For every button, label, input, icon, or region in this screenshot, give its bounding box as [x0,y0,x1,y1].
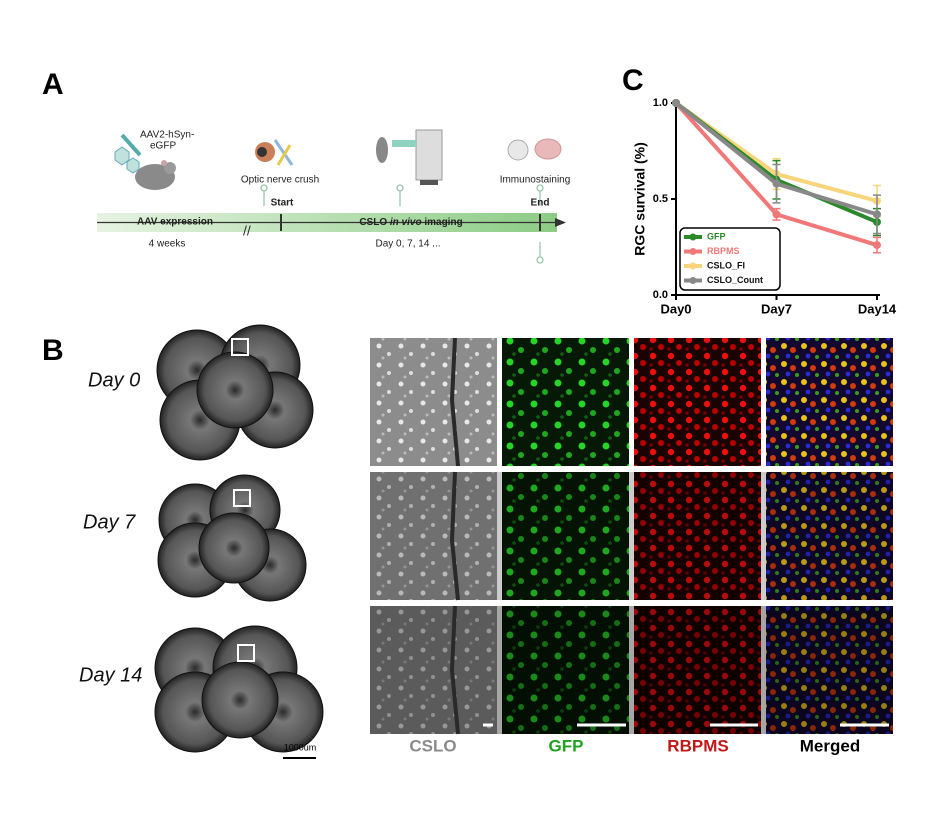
mouse-icon [114,133,176,190]
eye-icon [255,139,294,166]
legend-box [679,227,781,291]
label: AAV2-hSyn- [140,130,194,141]
column-label: Merged [800,736,860,755]
label: CSLO in vivo imaging [359,217,462,228]
point [873,210,881,219]
legend-swatch [689,233,697,241]
legend-label: CSLO_Count [707,275,763,285]
point [772,179,781,188]
column-label: RBPMS [667,736,728,755]
tissue-icon [507,138,562,161]
y-axis-label: RGC survival (%) [632,142,648,256]
legend-label: RBPMS [707,246,740,256]
day-label: Day 0 [88,369,140,391]
label-part: in vivo [390,217,422,228]
pins [260,184,544,264]
break-mark: // [243,223,251,239]
label: 4 weeks [149,239,186,250]
day-label: Day 14 [79,664,142,686]
label-part: imaging [424,217,462,228]
label: End [531,198,550,209]
label: AAV expression [137,217,213,228]
legend-label: GFP [707,231,726,241]
label: Start [271,198,294,209]
mosaics [154,324,324,753]
arrow-head [555,218,566,227]
panel-label: A [42,68,64,101]
point [772,210,781,219]
x-tick-label: Day0 [660,301,691,316]
x-tick-label: Day7 [761,301,792,316]
scale-label: 1000um [284,742,317,752]
x-tick-label: Day14 [858,301,897,316]
cslo-icon [376,129,443,185]
point [873,241,881,250]
label: Immunostaining [500,175,571,186]
legend-label: CSLO_FI [707,260,745,270]
column-label: GFP [549,736,584,755]
legend-swatch [689,277,697,284]
y-tick-label: 1.0 [653,97,668,109]
y-tick-label: 0.0 [653,289,668,301]
legend-swatch [689,248,697,255]
label-part: CSLO [359,217,387,228]
legend-swatch [689,262,697,270]
label: Day 0, 7, 14 ... [375,239,440,250]
y-tick-label: 0.5 [653,193,668,205]
panel-label: B [42,334,64,367]
micrographs [370,337,893,735]
point [672,99,680,107]
day-label: Day 7 [83,511,136,533]
timeline: // AAV2-hSyn- eGFP Optic nerve crush Imm… [97,129,571,264]
panel-label: C [622,64,644,97]
label: Optic nerve crush [241,175,319,186]
column-label: CSLO [409,736,456,755]
label: eGFP [150,141,176,152]
survival-chart: 0.0 0.5 1.0 Day0 Day7 Day14 RGC survival (%) GF… [632,97,897,317]
